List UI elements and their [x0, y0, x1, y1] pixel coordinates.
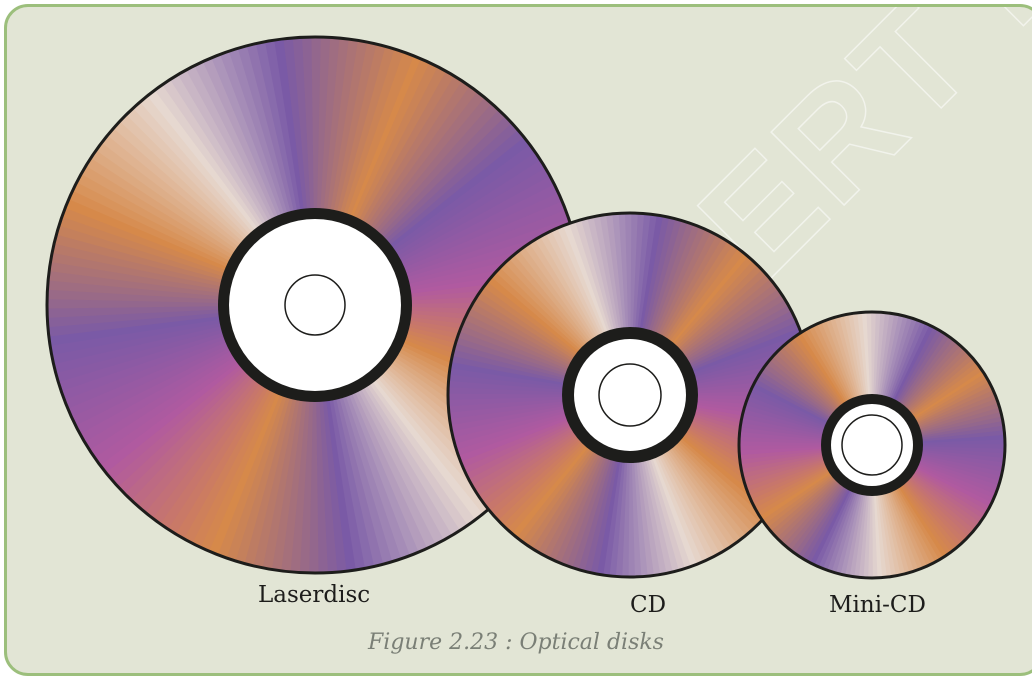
- cd: [446, 211, 814, 579]
- laserdisc-label: Laserdisc: [258, 582, 371, 608]
- disk-sector: [627, 395, 636, 577]
- mini-cd-center-hole: [841, 414, 903, 476]
- disk-sector: [624, 213, 633, 395]
- mini-cd-rim: [737, 310, 1007, 580]
- cd-center-hole: [598, 363, 662, 427]
- cd-surface: [448, 213, 812, 577]
- figure-caption: Figure 2.23 : Optical disks: [368, 630, 664, 655]
- disk-sector: [448, 392, 630, 401]
- laserdisc: [45, 35, 585, 575]
- laserdisc-center-hole: [284, 274, 346, 336]
- cd-label: CD: [630, 592, 667, 618]
- mini-cd: [737, 310, 1007, 580]
- mini-cd-label: Mini-CD: [829, 592, 926, 618]
